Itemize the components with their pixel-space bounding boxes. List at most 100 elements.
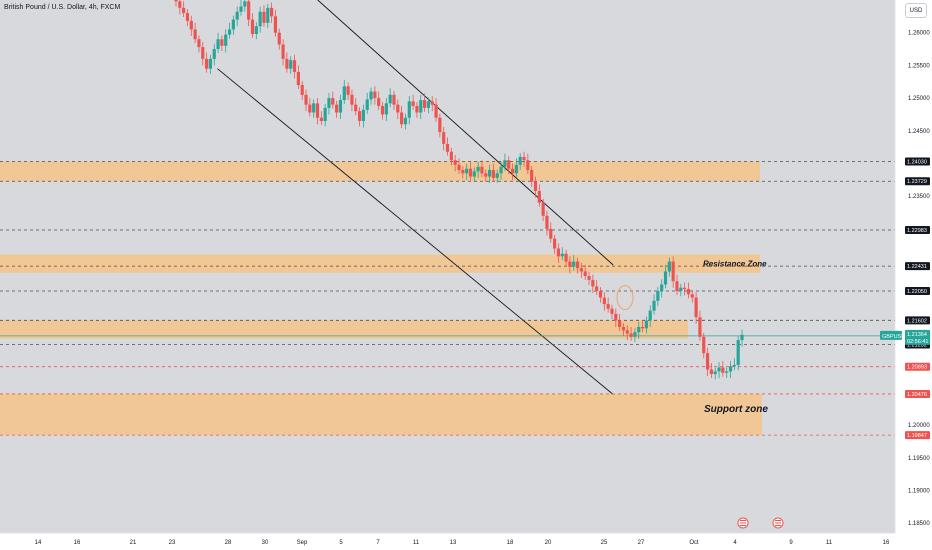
price-level-badge[interactable]	[905, 316, 930, 325]
price-axis[interactable]	[895, 0, 932, 550]
candle-body	[537, 190, 541, 203]
candle-body	[468, 168, 473, 177]
candle-body	[174, 0, 178, 2]
candle-body	[629, 333, 633, 337]
us-flag-icon[interactable]	[772, 517, 784, 529]
highlight-circle	[616, 285, 634, 311]
candle-body	[457, 164, 461, 171]
time-tick-label: 28	[225, 540, 232, 546]
symbol-badge[interactable]	[880, 330, 902, 340]
price-level-badge-text: 1.20476	[907, 392, 927, 398]
current-price-badge[interactable]	[905, 329, 930, 345]
candle-body	[545, 215, 549, 229]
candle-body	[705, 353, 710, 370]
time-tick-label: 9	[789, 540, 793, 546]
channel-layer	[217, 0, 614, 395]
candle-body	[369, 91, 373, 100]
candle-body	[549, 228, 553, 239]
candle-body	[591, 279, 595, 287]
time-tick-label: 23	[169, 540, 176, 546]
price-level-badge[interactable]	[905, 177, 930, 186]
price-level-badge-text: 1.22983	[907, 228, 927, 234]
candle-body	[728, 366, 733, 372]
candle-body	[308, 104, 312, 113]
support-zone[interactable]	[0, 393, 762, 436]
candle-body	[472, 171, 476, 177]
upper-trendline[interactable]	[317, 0, 614, 266]
candle-body	[568, 261, 572, 267]
price-level-badge[interactable]	[905, 431, 930, 440]
time-tick-label: 11	[826, 540, 833, 546]
price-tick-label: 1.23500	[908, 194, 930, 200]
candle-body	[208, 58, 213, 69]
price-level-badge[interactable]	[905, 262, 930, 271]
candle-body	[231, 19, 235, 30]
candle-body	[266, 7, 270, 23]
candle-body	[491, 170, 496, 178]
lower-trendline[interactable]	[217, 68, 614, 395]
candle-body	[312, 103, 316, 113]
candle-body	[564, 253, 568, 262]
candle-body	[392, 94, 396, 105]
candle-body	[644, 320, 648, 329]
price-level-badge-text: 1.21602	[907, 318, 927, 324]
candle-body	[575, 261, 580, 269]
candle-body	[315, 103, 320, 118]
time-tick-label: 11	[413, 540, 420, 546]
candle-body	[319, 117, 323, 121]
candle-body	[189, 20, 193, 30]
zone-3[interactable]	[0, 320, 688, 339]
candle-body	[338, 100, 343, 113]
candle-body	[285, 58, 289, 69]
us-flag-icon[interactable]	[737, 517, 749, 529]
candle-body	[342, 86, 346, 101]
candle-body	[526, 160, 530, 171]
candle-body	[740, 334, 744, 341]
candle-body	[507, 160, 511, 169]
time-tick-label: 14	[35, 540, 42, 546]
candle-body	[690, 294, 694, 298]
candle-body	[587, 275, 591, 280]
candle-body	[595, 286, 599, 292]
price-level-badge[interactable]	[905, 157, 930, 166]
time-axis-ticks: 14 16 21 23 28 30 Sep 5 7 11 13 18 20 25 27 Oct 4 9 11 16	[35, 540, 890, 546]
resistance-zone[interactable]	[0, 254, 760, 273]
candle-body	[522, 156, 526, 161]
time-tick-label: 20	[545, 540, 552, 546]
time-axis[interactable]	[0, 533, 895, 550]
candle-body	[679, 287, 683, 292]
price-level-badge[interactable]	[905, 389, 930, 398]
candle-body	[407, 101, 411, 118]
price-level-badge[interactable]	[905, 362, 930, 371]
candle-body	[396, 104, 400, 113]
price-tick-label: 1.25000	[908, 96, 930, 102]
candle-body	[243, 1, 247, 7]
price-level-badge[interactable]	[905, 287, 930, 296]
candle-body	[660, 284, 664, 292]
candle-body	[373, 91, 377, 99]
candle-body	[273, 16, 278, 33]
candle-body	[702, 336, 706, 354]
candle-body	[289, 60, 293, 69]
price-tick-label: 1.24500	[908, 129, 930, 135]
price-tick-label: 1.25500	[908, 63, 930, 69]
zone-1[interactable]	[0, 161, 760, 182]
price-level-badge-text: 1.22431	[907, 264, 927, 270]
candle-body	[415, 105, 419, 113]
candle-body	[618, 320, 622, 327]
candle-body	[384, 103, 388, 115]
symbol-title: British Pound / U.S. Dollar, 4h, FXCM	[4, 4, 121, 11]
currency-button[interactable]: USD	[905, 3, 927, 18]
candle-body	[292, 60, 297, 72]
candle-body	[224, 34, 228, 46]
candle-body	[400, 112, 404, 125]
price-level-badge-text: 1.22050	[907, 289, 927, 295]
candle-body	[438, 117, 442, 133]
candle-body	[610, 308, 614, 314]
candle-body	[572, 261, 576, 267]
candle-body	[449, 151, 453, 161]
candle-body	[178, 1, 182, 8]
candle-body	[419, 100, 423, 113]
price-level-badge[interactable]	[905, 226, 930, 235]
